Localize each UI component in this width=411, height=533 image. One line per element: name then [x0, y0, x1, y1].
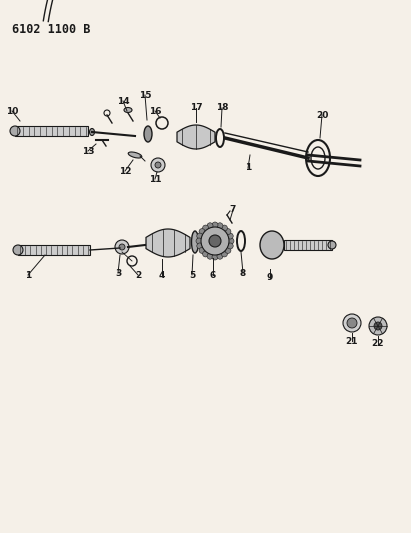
- Circle shape: [369, 317, 387, 335]
- Text: 1: 1: [25, 271, 31, 279]
- Text: 21: 21: [346, 336, 358, 345]
- Circle shape: [196, 238, 202, 244]
- Circle shape: [119, 244, 125, 250]
- Text: 5: 5: [189, 271, 195, 279]
- Circle shape: [222, 225, 227, 231]
- Polygon shape: [15, 126, 88, 136]
- Text: 14: 14: [117, 96, 129, 106]
- Ellipse shape: [192, 231, 199, 253]
- Ellipse shape: [13, 245, 23, 255]
- Text: 16: 16: [149, 107, 161, 116]
- Circle shape: [222, 251, 227, 257]
- Circle shape: [197, 233, 203, 239]
- Text: 18: 18: [216, 103, 228, 112]
- Circle shape: [217, 223, 223, 229]
- Circle shape: [347, 318, 357, 328]
- Ellipse shape: [128, 152, 142, 158]
- Circle shape: [151, 158, 165, 172]
- Text: 11: 11: [149, 174, 161, 183]
- Circle shape: [115, 240, 129, 254]
- Text: 6: 6: [210, 271, 216, 279]
- Ellipse shape: [144, 126, 152, 142]
- Text: 4: 4: [159, 271, 165, 279]
- Text: 2: 2: [135, 271, 141, 279]
- Text: 13: 13: [82, 147, 94, 156]
- Circle shape: [212, 222, 218, 228]
- Polygon shape: [18, 245, 90, 255]
- Circle shape: [374, 322, 382, 330]
- Circle shape: [225, 247, 231, 253]
- Circle shape: [209, 235, 221, 247]
- Circle shape: [199, 229, 205, 235]
- Circle shape: [199, 247, 205, 253]
- Circle shape: [197, 243, 203, 249]
- Polygon shape: [146, 229, 190, 257]
- Text: 1: 1: [245, 164, 251, 173]
- Polygon shape: [177, 125, 215, 149]
- Circle shape: [227, 243, 233, 249]
- Circle shape: [155, 162, 161, 168]
- Text: 12: 12: [119, 166, 131, 175]
- Text: 9: 9: [267, 273, 273, 282]
- Ellipse shape: [90, 128, 95, 135]
- Text: 10: 10: [6, 107, 18, 116]
- Polygon shape: [284, 240, 332, 250]
- Circle shape: [343, 314, 361, 332]
- Text: 20: 20: [316, 110, 328, 119]
- Text: 3: 3: [115, 269, 121, 278]
- Circle shape: [225, 229, 231, 235]
- Circle shape: [203, 251, 209, 257]
- Circle shape: [207, 223, 213, 229]
- Circle shape: [212, 254, 218, 260]
- Circle shape: [201, 227, 229, 255]
- Text: 17: 17: [190, 103, 202, 112]
- Ellipse shape: [328, 241, 336, 249]
- Circle shape: [228, 238, 234, 244]
- Text: 6102 1100 B: 6102 1100 B: [12, 23, 90, 36]
- Text: 7: 7: [230, 206, 236, 214]
- Circle shape: [203, 225, 209, 231]
- Text: 15: 15: [139, 91, 151, 100]
- Circle shape: [207, 253, 213, 259]
- Ellipse shape: [10, 126, 20, 136]
- Ellipse shape: [260, 231, 284, 259]
- Text: 22: 22: [372, 340, 384, 349]
- Circle shape: [217, 253, 223, 259]
- Circle shape: [227, 233, 233, 239]
- Text: 8: 8: [240, 269, 246, 278]
- Ellipse shape: [124, 108, 132, 112]
